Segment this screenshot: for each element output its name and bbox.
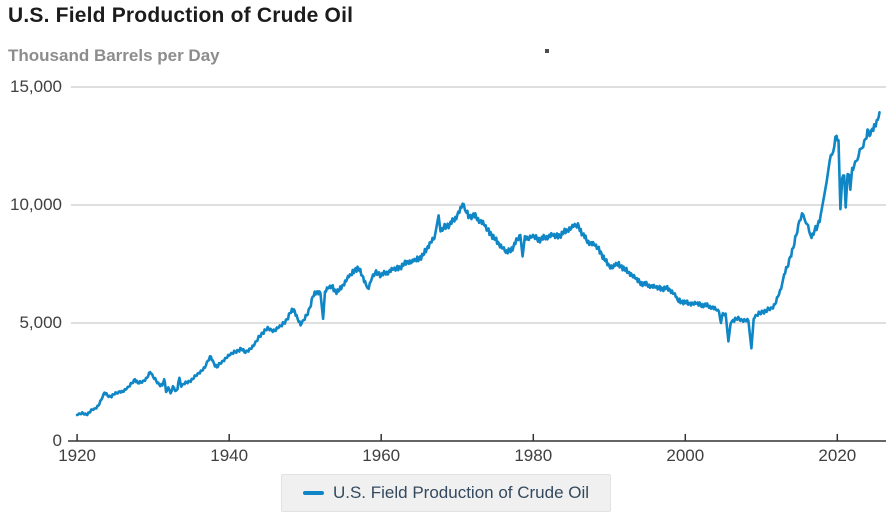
legend-item-us-crude[interactable]: U.S. Field Production of Crude Oil [280, 474, 612, 512]
series-line-us-crude[interactable] [75, 111, 881, 417]
x-tick-label-1980: 1980 [514, 446, 553, 465]
x-tick-label-1920: 1920 [58, 446, 97, 465]
x-tick-label-2000: 2000 [666, 446, 705, 465]
x-tick-label-2020: 2020 [818, 446, 857, 465]
stray-dot-artifact [545, 49, 549, 53]
page-title: U.S. Field Production of Crude Oil [8, 4, 354, 27]
legend-line-swatch [302, 491, 324, 495]
x-tick-label-1940: 1940 [210, 446, 249, 465]
chart-plot-area[interactable] [0, 0, 892, 470]
y-tick-label-15000: 15,000 [10, 77, 62, 96]
y-tick-label-5000: 5,000 [19, 313, 62, 332]
legend-label: U.S. Field Production of Crude Oil [332, 483, 590, 502]
y-tick-label-0: 0 [52, 431, 62, 450]
x-tick-label-1960: 1960 [362, 446, 401, 465]
y-tick-label-10000: 10,000 [10, 195, 62, 214]
y-axis-units-label: Thousand Barrels per Day [8, 46, 220, 65]
plot-wrap: 0 5,000 10,000 15,000 1920 1940 1960 198… [0, 0, 892, 470]
